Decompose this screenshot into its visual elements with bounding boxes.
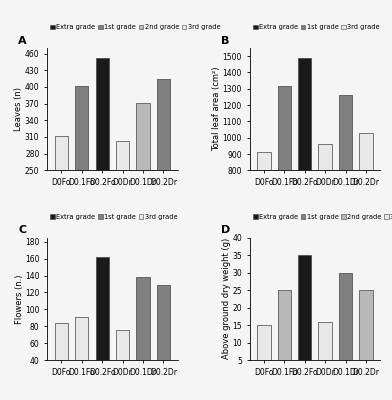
- Legend: Extra grade, 1st grade, 2nd grade, 3rd grade: Extra grade, 1st grade, 2nd grade, 3rd g…: [51, 24, 220, 30]
- Bar: [298, 58, 311, 170]
- Bar: [318, 322, 332, 360]
- Bar: [96, 58, 109, 170]
- Bar: [55, 323, 68, 360]
- Text: B: B: [221, 36, 229, 46]
- Text: A: A: [18, 36, 27, 46]
- Bar: [55, 136, 68, 170]
- Bar: [298, 255, 311, 360]
- Bar: [116, 330, 129, 360]
- Bar: [136, 277, 150, 360]
- Bar: [257, 152, 270, 170]
- Bar: [318, 144, 332, 170]
- Bar: [257, 325, 270, 360]
- Legend: Extra grade, 1st grade, 3rd grade: Extra grade, 1st grade, 3rd grade: [51, 214, 177, 220]
- Bar: [339, 273, 352, 360]
- Bar: [96, 257, 109, 360]
- Y-axis label: Above ground dry weight (g): Above ground dry weight (g): [222, 238, 231, 360]
- Bar: [359, 290, 372, 360]
- Legend: Extra grade, 1st grade, 3rd grade: Extra grade, 1st grade, 3rd grade: [253, 24, 380, 30]
- Bar: [278, 290, 291, 360]
- Y-axis label: Total leaf area (cm²): Total leaf area (cm²): [212, 67, 221, 152]
- Bar: [278, 86, 291, 170]
- Bar: [75, 86, 88, 170]
- Bar: [157, 78, 170, 170]
- Bar: [359, 133, 372, 170]
- Legend: Extra grade, 1st grade, 2nd grade, 3rd grade: Extra grade, 1st grade, 2nd grade, 3rd g…: [253, 214, 392, 220]
- Y-axis label: Leaves (n): Leaves (n): [15, 87, 24, 131]
- Bar: [339, 95, 352, 170]
- Bar: [116, 142, 129, 170]
- Text: C: C: [18, 225, 26, 235]
- Bar: [75, 317, 88, 360]
- Text: D: D: [221, 225, 230, 235]
- Bar: [157, 285, 170, 360]
- Y-axis label: Flowers (n.): Flowers (n.): [15, 274, 24, 324]
- Bar: [136, 102, 150, 170]
